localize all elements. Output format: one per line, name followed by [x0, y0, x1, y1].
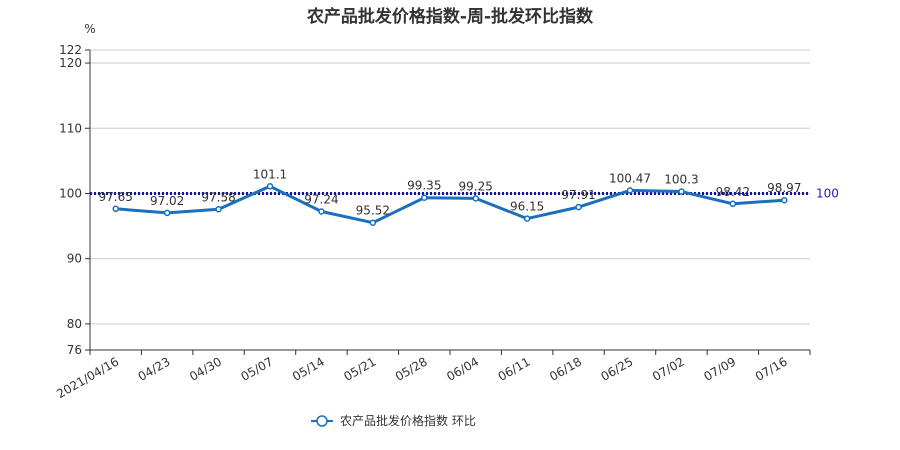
x-tick-label: 05/21: [341, 354, 378, 383]
data-point[interactable]: [163, 209, 171, 217]
data-label: 97.91: [561, 188, 595, 202]
x-tick-label: 04/23: [136, 354, 173, 383]
data-point[interactable]: [266, 183, 274, 190]
x-tick-label: 06/25: [599, 354, 636, 383]
x-tick-label: 04/30: [187, 354, 224, 383]
x-tick-label: 06/11: [496, 354, 533, 383]
x-tick-label: 07/02: [650, 354, 687, 383]
axes: [85, 49, 811, 355]
data-label: 95.52: [356, 204, 390, 218]
x-tick-label: 06/18: [547, 354, 584, 383]
y-tick-label: 80: [67, 317, 82, 331]
series-line: [115, 184, 785, 225]
y-axis-unit: %: [84, 22, 95, 36]
data-label: 97.58: [201, 190, 235, 204]
x-tick-labels: 2021/04/16 04/23 04/30 05/07 05/14 05/21 05/28…: [54, 354, 789, 401]
data-label: 100.3: [664, 173, 698, 187]
data-point[interactable]: [215, 206, 222, 213]
data-point[interactable]: [575, 203, 582, 211]
y-tick-label: 110: [59, 121, 82, 135]
data-point[interactable]: [472, 195, 479, 202]
y-tick-label: 120: [59, 56, 82, 70]
data-label: 96.15: [510, 200, 544, 214]
y-tick-label: 100: [59, 186, 82, 200]
x-tick-label: 06/04: [444, 354, 481, 383]
chart-title: 农产品批发价格指数-周-批发环比指数: [306, 6, 594, 27]
data-label: 99.35: [407, 179, 441, 193]
data-point[interactable]: [369, 219, 377, 226]
data-label: 100.47: [609, 171, 651, 185]
data-label: 98.97: [767, 181, 801, 195]
y-tick-label: 90: [67, 252, 82, 266]
x-tick-label: 07/09: [701, 354, 738, 383]
data-point[interactable]: [318, 208, 325, 215]
data-point[interactable]: [678, 188, 685, 195]
data-label: 97.24: [304, 192, 338, 206]
reference-line-label: 100: [816, 186, 839, 200]
data-label: 97.02: [150, 194, 184, 208]
legend-label: 农产品批发价格指数 环比: [340, 413, 476, 428]
series-group: [112, 183, 788, 226]
data-point[interactable]: [729, 200, 737, 208]
x-tick-label: 05/28: [393, 354, 430, 383]
data-labels: 97.65 97.02 97.58 101.1 97.24 95.52 99.35 99.25…: [99, 167, 802, 217]
x-tick-label: 05/14: [290, 354, 327, 383]
data-point[interactable]: [112, 205, 119, 213]
data-label: 101.1: [253, 167, 287, 181]
data-point[interactable]: [626, 187, 634, 194]
data-point[interactable]: [523, 215, 531, 222]
data-label: 98.42: [716, 185, 750, 199]
legend-marker-icon: [316, 415, 328, 427]
x-tick-label: 2021/04/16: [54, 354, 121, 401]
data-label: 97.65: [99, 190, 133, 204]
data-point[interactable]: [421, 194, 428, 201]
x-tick-label: 05/07: [239, 354, 276, 383]
data-point[interactable]: [781, 196, 788, 204]
data-label: 99.25: [459, 179, 493, 193]
y-tick-label: 122: [59, 43, 82, 57]
legend[interactable]: 农产品批发价格指数 环比: [311, 413, 476, 428]
y-tick-label: 76: [67, 343, 82, 357]
x-tick-label: 07/16: [753, 354, 790, 383]
grid-lines: [90, 49, 810, 325]
